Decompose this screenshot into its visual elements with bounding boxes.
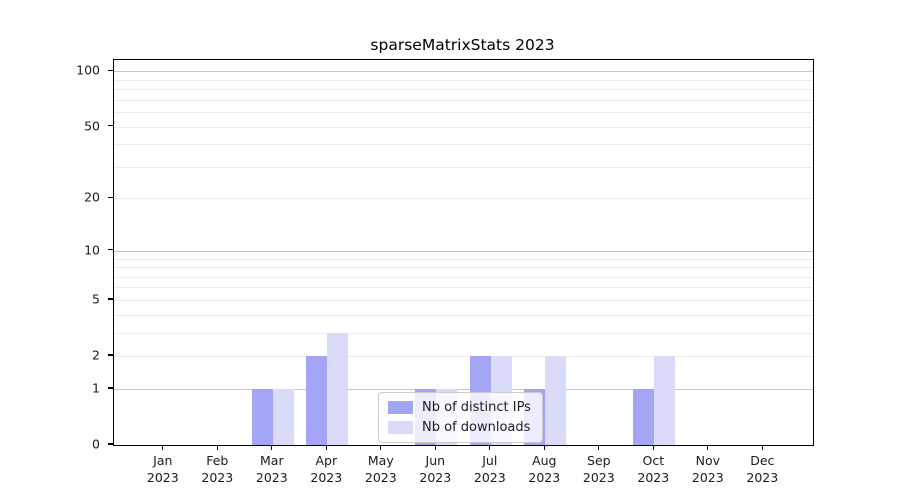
y-tick-1	[108, 387, 113, 389]
gridline-100	[114, 71, 813, 73]
y-tick-label-20: 20	[84, 189, 100, 205]
bar-nb-of-distinct-ips-mar	[251, 388, 273, 445]
y-tick-20	[108, 196, 113, 199]
gridline-30	[114, 166, 813, 168]
y-tick-10	[108, 249, 113, 251]
gridline-70	[114, 99, 813, 101]
gridline-5	[114, 299, 813, 301]
x-tick-may	[380, 445, 382, 451]
y-tick-100	[108, 69, 113, 71]
x-tick-label-aug: Aug 2023	[528, 453, 561, 485]
x-tick-nov	[707, 445, 709, 451]
gridline-60	[114, 112, 813, 114]
x-tick-label-oct: Oct 2023	[637, 453, 670, 485]
bar-nb-of-downloads-aug	[545, 356, 567, 445]
legend-swatch-icon	[388, 421, 413, 434]
legend-row: Nb of downloads	[388, 420, 531, 435]
gridline-2	[114, 356, 813, 357]
x-tick-label-dec: Dec 2023	[746, 453, 779, 485]
x-tick-label-feb: Feb 2023	[201, 453, 234, 485]
x-tick-label-nov: Nov 2023	[691, 453, 724, 485]
x-tick-apr	[325, 445, 327, 451]
x-tick-mar	[271, 445, 273, 451]
y-tick-0	[108, 443, 113, 445]
x-tick-label-apr: Apr 2023	[310, 453, 343, 485]
legend-row: Nb of distinct IPs	[388, 400, 531, 415]
x-tick-aug	[543, 445, 545, 451]
y-tick-label-50: 50	[84, 118, 100, 134]
x-tick-label-may: May 2023	[364, 453, 397, 485]
gridline-40	[114, 144, 813, 146]
legend: Nb of distinct IPs Nb of downloads	[378, 392, 543, 443]
gridline-9	[114, 258, 813, 260]
y-tick-label-5: 5	[92, 291, 100, 307]
gridline-20	[114, 198, 813, 200]
gridline-80	[114, 89, 813, 91]
bar-nb-of-distinct-ips-apr	[306, 356, 328, 445]
y-tick-5	[108, 298, 113, 300]
plot-area: Nb of distinct IPs Nb of downloads	[113, 59, 814, 446]
y-tick-label-0: 0	[92, 436, 100, 452]
y-tick-label-10: 10	[84, 242, 100, 258]
x-tick-jul	[489, 445, 491, 451]
x-tick-sep	[598, 445, 600, 451]
gridline-4	[114, 314, 813, 316]
y-tick-label-1: 1	[92, 380, 100, 396]
y-tick-2	[108, 354, 113, 356]
legend-swatch-icon	[388, 401, 413, 414]
gridline-3	[114, 332, 813, 334]
x-tick-label-jun: Jun 2023	[419, 453, 452, 485]
bar-nb-of-downloads-apr	[327, 332, 349, 445]
gridline-8	[114, 267, 813, 268]
bar-nb-of-distinct-ips-oct	[633, 388, 655, 445]
x-tick-oct	[652, 445, 654, 451]
bar-nb-of-downloads-mar	[272, 388, 294, 445]
x-tick-label-mar: Mar 2023	[255, 453, 288, 485]
y-tick-50	[108, 124, 113, 127]
y-tick-label-2: 2	[92, 347, 100, 363]
gridline-6	[114, 287, 813, 289]
bar-nb-of-downloads-oct	[654, 356, 676, 445]
x-tick-dec	[761, 445, 763, 451]
legend-label: Nb of downloads	[422, 420, 531, 435]
x-tick-jan	[162, 445, 164, 451]
chart-title: sparseMatrixStats 2023	[370, 36, 555, 54]
x-tick-label-sep: Sep 2023	[582, 453, 615, 485]
gridline-10	[114, 250, 813, 252]
gridline-90	[114, 79, 813, 81]
y-tick-label-100: 100	[76, 62, 100, 78]
gridline-7	[114, 276, 813, 278]
gridline-50	[114, 126, 813, 128]
gridline-1	[114, 388, 813, 390]
x-tick-label-jul: Jul 2023	[473, 453, 506, 485]
x-tick-label-jan: Jan 2023	[146, 453, 179, 485]
x-tick-feb	[216, 445, 218, 451]
x-tick-jun	[434, 445, 436, 451]
legend-label: Nb of distinct IPs	[422, 400, 531, 415]
